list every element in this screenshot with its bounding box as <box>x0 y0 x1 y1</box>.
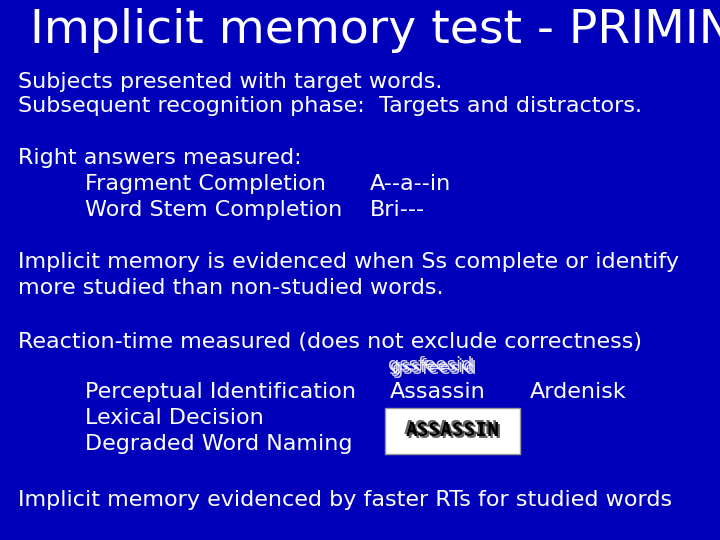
Text: Implicit memory test - PRIMING: Implicit memory test - PRIMING <box>30 8 720 53</box>
Text: gssfeesid: gssfeesid <box>390 358 474 376</box>
Text: ASSASSIN: ASSASSIN <box>408 423 502 442</box>
Text: ASSASSIN: ASSASSIN <box>405 422 500 441</box>
Text: Reaction-time measured (does not exclude correctness): Reaction-time measured (does not exclude… <box>18 332 642 352</box>
Text: Implicit memory is evidenced when Ss complete or identify: Implicit memory is evidenced when Ss com… <box>18 252 679 272</box>
Text: A--a--in: A--a--in <box>370 174 451 194</box>
Text: Subjects presented with target words.: Subjects presented with target words. <box>18 72 442 92</box>
Bar <box>385 408 520 454</box>
Text: Implicit memory evidenced by faster RTs for studied words: Implicit memory evidenced by faster RTs … <box>18 490 672 510</box>
Text: Subsequent recognition phase:  Targets and distractors.: Subsequent recognition phase: Targets an… <box>18 96 642 116</box>
Text: Right answers measured:: Right answers measured: <box>18 148 302 168</box>
Text: Ardenisk: Ardenisk <box>530 382 626 402</box>
Text: Perceptual Identification: Perceptual Identification <box>85 382 356 402</box>
Text: ASSASSIN: ASSASSIN <box>403 420 498 438</box>
Text: gssfeesid: gssfeesid <box>388 356 472 374</box>
Text: Word Stem Completion: Word Stem Completion <box>85 200 342 220</box>
Text: more studied than non-studied words.: more studied than non-studied words. <box>18 278 444 298</box>
Text: Lexical Decision: Lexical Decision <box>85 408 264 428</box>
Text: Assassin: Assassin <box>390 382 486 402</box>
Text: gssfeesid: gssfeesid <box>392 360 477 378</box>
Text: Fragment Completion: Fragment Completion <box>85 174 326 194</box>
Text: Degraded Word Naming: Degraded Word Naming <box>85 434 353 454</box>
Text: Bri---: Bri--- <box>370 200 425 220</box>
